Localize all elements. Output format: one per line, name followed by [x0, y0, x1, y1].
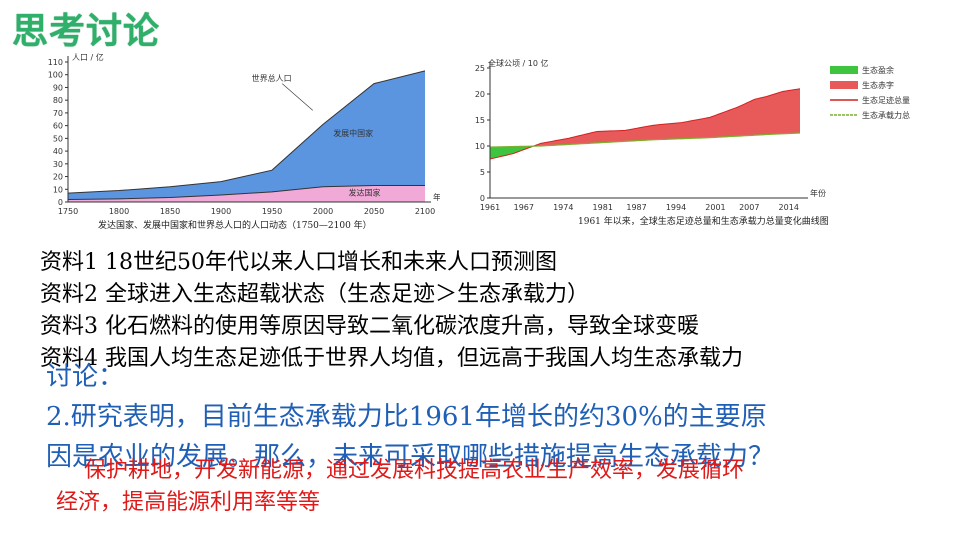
legend-label: 生态承载力总量: [862, 110, 910, 120]
legend-label: 生态足迹总量: [862, 95, 910, 105]
y-tick-label: 90: [53, 83, 63, 92]
discussion-line-2: 因是农业的发展。那么，未来可采取哪些措施提高生态承载力？: [46, 442, 775, 472]
x-axis-label: 年份: [810, 188, 826, 198]
x-tick-label: 1961: [480, 203, 500, 212]
material-3: 资料3 化石燃料的使用等原因导致二氧化碳浓度升高，导致全球变暖: [40, 314, 699, 339]
y-tick-label: 20: [53, 173, 63, 182]
y-tick-label: 60: [53, 122, 63, 131]
population-chart-plot: 0 10 20 30 40 50 60 70 80 90 100 110 1750 1800 1850 190…: [48, 52, 440, 231]
annotation-pointer: [282, 83, 313, 111]
chart-caption: 1961 年以来，全球生态足迹总量和生态承载力总量变化曲线图: [578, 215, 829, 227]
y-tick-label: 0: [480, 194, 485, 203]
x-tick-label: 1987: [626, 203, 646, 212]
chart-caption: 发达国家、发展中国家和世界总人口的人口动态（1750—2100 年）: [98, 219, 372, 231]
discussion-line-1: 2.研究表明，目前生态承载力比1961年增长的约30%的主要原: [46, 402, 767, 432]
y-tick-label: 100: [48, 71, 63, 80]
y-tick-label: 10: [475, 142, 485, 151]
y-tick-label: 70: [53, 109, 63, 118]
legend-swatch: [830, 66, 858, 74]
x-tick-label: 1800: [109, 207, 129, 216]
developed-line: [67, 184, 425, 200]
y-tick-label: 15: [475, 116, 485, 125]
annotation-world-total: 世界总人口: [252, 73, 292, 83]
biocapacity-line: [489, 132, 801, 148]
world-total-line: [67, 70, 426, 194]
x-tick-label: 1994: [666, 203, 686, 212]
developing-area: [68, 70, 425, 202]
page-title: 思考讨论: [12, 11, 161, 52]
legend-label: 生态盈余: [862, 65, 894, 75]
legend-label: 生态赤字: [862, 80, 894, 90]
x-tick-label: 2100: [415, 207, 435, 216]
y-tick-label: 0: [58, 198, 63, 207]
material-2: 资料2 全球进入生态超载状态（生态足迹＞生态承载力）: [40, 282, 589, 307]
x-tick-label: 2014: [779, 203, 799, 212]
x-tick-label: 1950: [262, 207, 282, 216]
y-axis-label: 全球公顷 / 10 亿: [488, 58, 549, 68]
y-tick-label: 10: [53, 185, 63, 194]
discussion-heading: 讨论：: [46, 362, 125, 392]
x-tick-label: 2007: [739, 203, 759, 212]
x-axis-label: 年份: [433, 192, 440, 202]
answer-line-2: 经济，提高能源利用率等等: [56, 490, 321, 515]
deficit-area: [490, 88, 800, 159]
y-axis-label: 人口 / 亿: [72, 52, 104, 62]
x-tick-label: 1900: [211, 207, 231, 216]
y-tick-label: 30: [53, 160, 63, 169]
x-tick-label: 2000: [313, 207, 333, 216]
y-tick-label: 110: [48, 58, 63, 67]
label-developed: 发达国家: [349, 188, 381, 198]
x-tick-label: 1750: [58, 207, 78, 216]
legend-swatch: [830, 81, 858, 89]
footprint-chart-plot: 0 5 10 15 20 25 1961 1967 1974 1981 1987 1994 2001 20…: [475, 58, 910, 227]
y-tick-label: 25: [475, 64, 485, 73]
material-4: 资料4 我国人均生态足迹低于世界人均值，但远高于我国人均生态承载力: [40, 346, 743, 371]
y-tick-label: 40: [53, 147, 63, 156]
label-developing: 发展中国家: [333, 128, 373, 138]
material-1: 资料1 18世纪50年代以来人口增长和未来人口预测图: [40, 250, 557, 275]
y-tick-label: 5: [480, 168, 485, 177]
x-tick-label: 1981: [593, 203, 613, 212]
footprint-chart: 0 5 10 15 20 25 1961 1967 1974 1981 1987 1994 2001 20…: [475, 58, 910, 227]
x-tick-label: 2001: [705, 203, 725, 212]
footprint-line: [489, 88, 801, 160]
x-tick-label: 1967: [514, 203, 534, 212]
answer-line-1: 保护耕地，开发新能源，通过发展科技提高农业生产效率，发展循环: [84, 458, 745, 483]
population-chart: 0 10 20 30 40 50 60 70 80 90 100 110 1750 1800 1850 190…: [48, 52, 440, 231]
x-tick-label: 1850: [160, 207, 180, 216]
y-tick-label: 80: [53, 96, 63, 105]
x-tick-label: 2050: [364, 207, 384, 216]
y-tick-label: 20: [475, 90, 485, 99]
x-tick-label: 1974: [553, 203, 573, 212]
y-tick-label: 50: [53, 134, 63, 143]
